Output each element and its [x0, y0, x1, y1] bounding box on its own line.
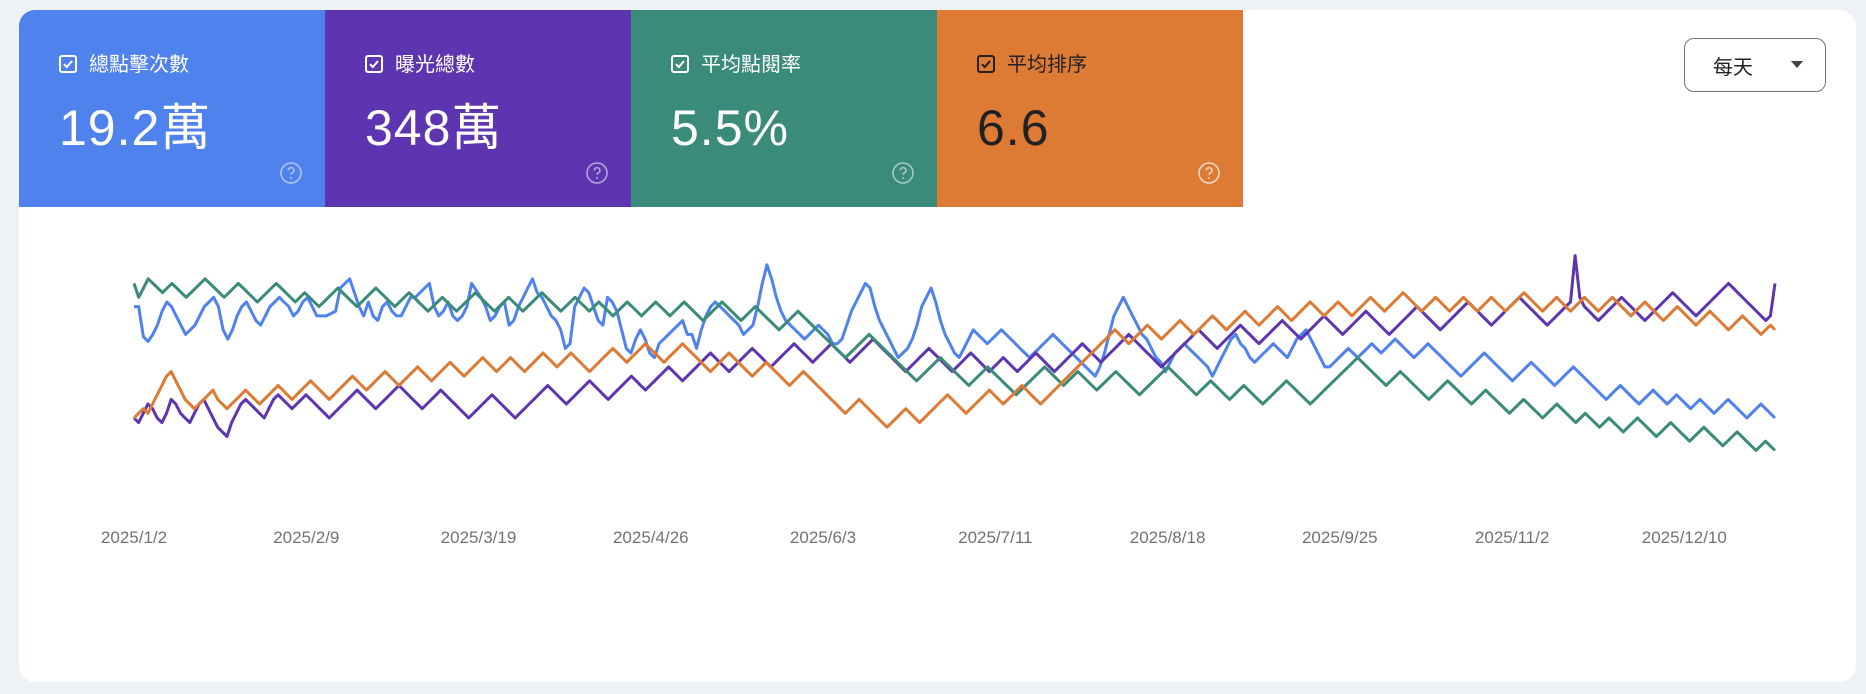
metric-value: 6.6: [977, 100, 1050, 156]
metric-value: 19.2萬: [59, 100, 212, 156]
metric-tile-impressions[interactable]: 曝光總數 348萬: [325, 10, 631, 207]
period-select-value: 每天: [1713, 54, 1753, 79]
x-tick-label: 2025/11/2: [1475, 528, 1549, 547]
help-icon[interactable]: [1197, 161, 1221, 185]
x-tick-label: 2025/1/2: [101, 528, 167, 547]
checkbox-checked-icon[interactable]: [977, 55, 995, 73]
metric-value: 5.5%: [671, 100, 789, 156]
series-line-3: [132, 291, 1777, 429]
checkbox-checked-icon[interactable]: [671, 55, 689, 73]
metric-tile-ctr[interactable]: 平均點閱率 5.5%: [631, 10, 937, 207]
metric-label: 曝光總數: [395, 52, 475, 76]
x-tick-label: 2025/12/10: [1642, 528, 1727, 547]
x-tick-label: 2025/6/3: [790, 528, 856, 547]
x-tick-label: 2025/9/25: [1302, 528, 1378, 547]
series-line-2: [132, 277, 1777, 452]
metric-label: 總點擊次數: [89, 52, 189, 76]
metric-label: 平均點閱率: [701, 52, 801, 76]
x-tick-label: 2025/3/19: [441, 528, 517, 547]
checkbox-checked-icon[interactable]: [365, 55, 383, 73]
series-line-1: [132, 254, 1777, 438]
performance-line-chart: 2025/1/2 2025/2/9 2025/3/19 2025/4/26 2025/6…: [101, 254, 1777, 547]
metric-tile-avg-position[interactable]: 平均排序 6.6: [937, 10, 1243, 207]
x-tick-label: 2025/4/26: [613, 528, 689, 547]
metric-tile-total-clicks[interactable]: 總點擊次數 19.2萬: [19, 10, 325, 207]
x-tick-label: 2025/7/11: [958, 528, 1032, 547]
checkbox-checked-icon[interactable]: [59, 55, 77, 73]
help-icon[interactable]: [585, 161, 609, 185]
help-icon[interactable]: [891, 161, 915, 185]
help-icon[interactable]: [279, 161, 303, 185]
period-select[interactable]: 每天: [1684, 38, 1826, 92]
series-line-0: [134, 263, 1777, 420]
x-tick-label: 2025/8/18: [1130, 528, 1206, 547]
metric-value: 348萬: [365, 100, 503, 156]
performance-card: 總點擊次數 19.2萬 曝光總數 348萬: [19, 10, 1856, 682]
caret-down-icon: [1791, 61, 1803, 68]
metric-label: 平均排序: [1007, 52, 1087, 76]
metric-tiles: 總點擊次數 19.2萬 曝光總數 348萬: [19, 10, 1243, 207]
x-tick-label: 2025/2/9: [273, 528, 339, 547]
